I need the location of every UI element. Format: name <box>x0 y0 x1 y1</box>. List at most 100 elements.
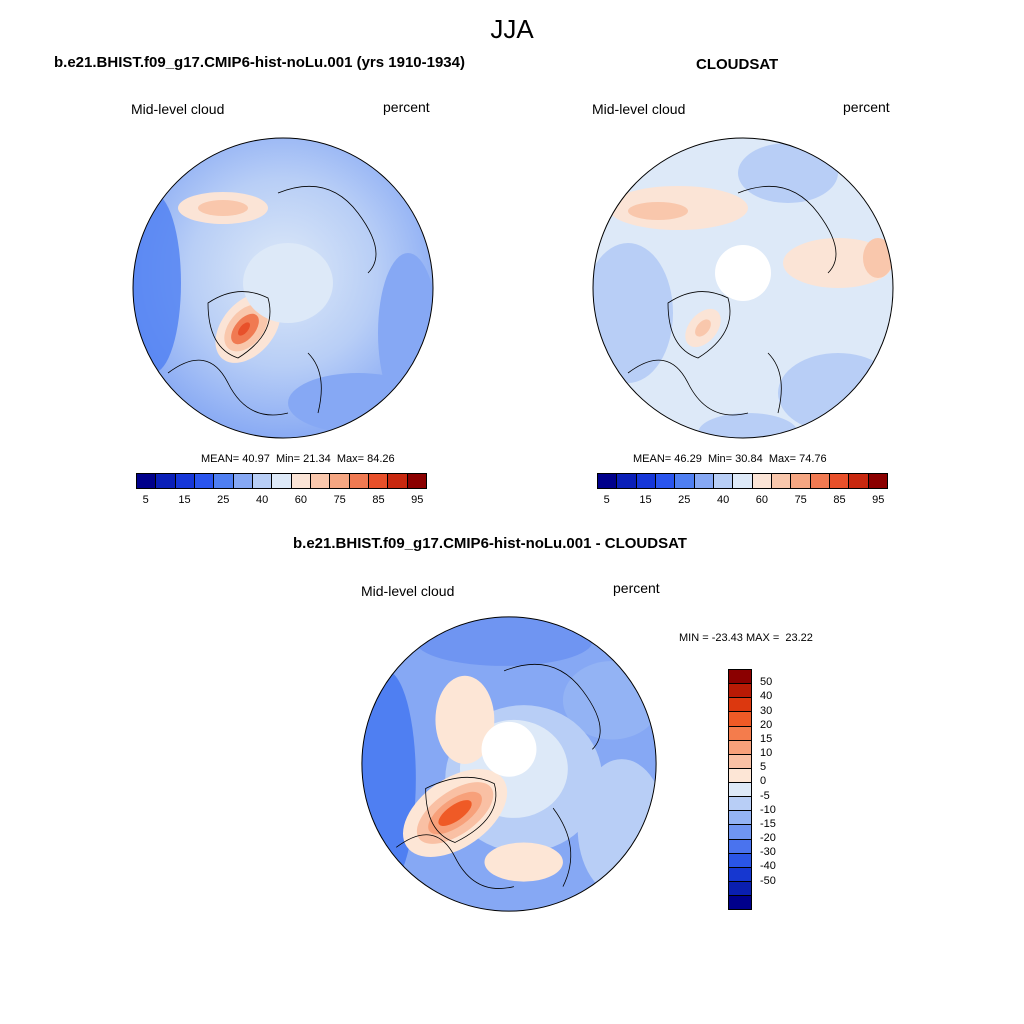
panel3-colorbar-tick-label: -15 <box>760 817 776 830</box>
panel3-units: percent <box>613 580 660 596</box>
panel3-colorbar-tick-label: 15 <box>760 732 773 745</box>
panel3-colorbar-tick-label: -5 <box>760 789 770 802</box>
panel3-colorbar-box <box>729 740 751 755</box>
panel3-colorbar-box <box>729 783 751 798</box>
panel1-colorbar-box <box>233 474 253 488</box>
panel3-colorbar-tick-label: 5 <box>760 761 767 774</box>
panel1-colorbar-box <box>252 474 273 488</box>
panel1-colorbar-box <box>388 474 408 488</box>
panel2-colorbar-box <box>752 474 772 488</box>
panel1-colorbar-tick-label: 25 <box>217 494 230 506</box>
panel1-colorbar-box <box>349 474 369 488</box>
panel1-colorbar-box <box>194 474 215 488</box>
panel2-units: percent <box>843 99 890 115</box>
panel2-colorbar-ticks: 5 15 25 40 60 75 85 95 <box>597 494 888 508</box>
panel3-colorbar-box <box>729 684 751 699</box>
panel2-colorbar-box <box>868 474 887 488</box>
panel3-colorbar-box <box>729 825 751 840</box>
panel3-colorbar-box <box>729 867 751 882</box>
panel1-colorbar-tick-label: 40 <box>255 494 269 506</box>
panel2-colorbar-box <box>636 474 656 488</box>
panel2-colorbar-tick-label: 40 <box>716 494 730 506</box>
panel1-colorbar-ticks: 5 15 25 40 60 75 85 95 <box>136 494 427 508</box>
panel3-colorbar-box <box>729 726 751 741</box>
panel1-colorbar-tick-label: 15 <box>178 494 191 506</box>
panel1-title: b.e21.BHIST.f09_g17.CMIP6-hist-noLu.001 … <box>54 54 465 71</box>
panel1-colorbar-tick-label: 95 <box>411 494 424 506</box>
panel2-colorbar-box <box>849 474 869 488</box>
panel1-colorbar-box <box>330 474 350 488</box>
panel2-colorbar-tick-label: 60 <box>755 494 769 506</box>
panel1-colorbar-box <box>407 474 426 488</box>
panel1-units: percent <box>383 99 430 115</box>
panel2-colorbar-box <box>810 474 830 488</box>
panel1-colorbar-box <box>272 474 292 488</box>
panel3-colorbar-tick-label: -30 <box>760 846 776 859</box>
panel3-colorbar-box <box>729 712 751 727</box>
panel1-colorbar <box>136 473 427 489</box>
panel3-colorbar-box <box>729 853 751 868</box>
panel2-stats: MEAN= 46.29 Min= 30.84 Max= 74.76 <box>633 453 827 465</box>
panel2-colorbar-box <box>694 474 714 488</box>
panel2-colorbar-box <box>733 474 753 488</box>
panel2-colorbar-tick-label: 5 <box>603 494 610 506</box>
panel3-colorbar-box <box>729 768 751 783</box>
panel3-colorbar-tick-label: 0 <box>760 775 767 788</box>
panel3-colorbar-tick-label: 30 <box>760 704 773 717</box>
panel3-title: b.e21.BHIST.f09_g17.CMIP6-hist-noLu.001 … <box>293 535 687 552</box>
panel1-colorbar-tick-label: 60 <box>294 494 308 506</box>
panel2-polar-map <box>592 137 894 439</box>
panel2-colorbar-tick-label: 85 <box>833 494 846 506</box>
panel3-colorbar-box <box>729 839 751 854</box>
panel3-colorbar-tick-label: -20 <box>760 832 776 845</box>
panel2-colorbar-box <box>598 474 618 488</box>
panel1-colorbar-box <box>156 474 176 488</box>
panel2-colorbar-box <box>675 474 695 488</box>
panel3-colorbar-tick-label: 50 <box>760 676 773 689</box>
panel3-colorbar-tick-label: -40 <box>760 860 776 873</box>
panel2-colorbar-tick-label: 75 <box>794 494 807 506</box>
panel1-colorbar-box <box>368 474 389 488</box>
panel2-title: CLOUDSAT <box>696 56 779 73</box>
panel2-colorbar-box <box>791 474 811 488</box>
panel3-colorbar-box <box>729 797 751 812</box>
panel1-colorbar-box <box>291 474 311 488</box>
panel2-colorbar-box <box>655 474 676 488</box>
panel2-variable: Mid-level cloud <box>592 101 686 117</box>
panel1-colorbar-tick-label: 85 <box>372 494 385 506</box>
panel2-colorbar-box <box>617 474 637 488</box>
panel2-colorbar-box <box>829 474 850 488</box>
panel1-colorbar-box <box>137 474 157 488</box>
panel3-polar-map <box>361 616 657 912</box>
panel2-colorbar-tick-label: 25 <box>678 494 691 506</box>
panel3-variable: Mid-level cloud <box>361 583 455 599</box>
panel3-colorbar-tick-label: 20 <box>760 718 773 731</box>
panel3-colorbar-box <box>729 881 751 896</box>
panel3-colorbar-box <box>729 670 751 685</box>
panel2-colorbar-box <box>771 474 792 488</box>
panel3-colorbar-box <box>729 896 751 910</box>
panel3-colorbar-tick-label: -10 <box>760 803 776 816</box>
panel1-colorbar-box <box>175 474 195 488</box>
panel3-minmax: MIN = -23.43 MAX = 23.22 <box>679 632 813 644</box>
panel1-variable: Mid-level cloud <box>131 101 225 117</box>
panel2-colorbar <box>597 473 888 489</box>
panel3-colorbar-tick-label: -50 <box>760 874 776 887</box>
panel3-colorbar-box <box>729 698 751 713</box>
panel1-stats: MEAN= 40.97 Min= 21.34 Max= 84.26 <box>201 453 395 465</box>
panel2-colorbar-box <box>713 474 734 488</box>
panel1-colorbar-tick-label: 75 <box>333 494 346 506</box>
panel3-colorbar-ticks: 50 40 30 20 15 10 5 0 -5 -10 -15 -20 -30 -40 -50 <box>760 669 800 910</box>
panel2-colorbar-tick-label: 95 <box>872 494 885 506</box>
panel3-colorbar-box <box>729 811 751 826</box>
figure-title: JJA <box>490 14 534 44</box>
panel3-colorbar-tick-label: 40 <box>760 690 773 703</box>
panel3-colorbar-tick-label: 10 <box>760 747 773 760</box>
panel3-colorbar-box <box>729 754 751 769</box>
panel1-colorbar-tick-label: 5 <box>142 494 149 506</box>
panel1-polar-map <box>132 137 434 439</box>
panel1-colorbar-box <box>310 474 331 488</box>
panel2-colorbar-tick-label: 15 <box>639 494 652 506</box>
panel3-colorbar <box>728 669 752 910</box>
panel1-colorbar-box <box>214 474 234 488</box>
